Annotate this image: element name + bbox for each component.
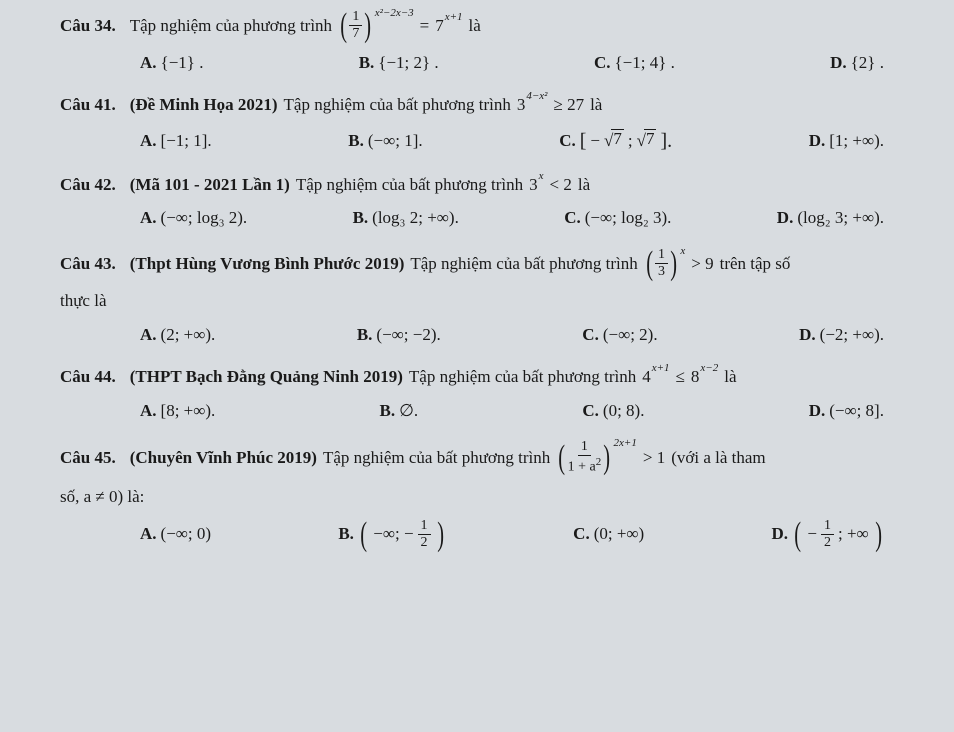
inequality: 3 x [529,173,543,197]
question-label: Câu 45. [60,446,116,470]
stem-text: Tập nghiệm của bất phương trình [410,252,637,276]
question-stem: Câu 44. (THPT Bạch Đằng Quảng Ninh 2019)… [60,365,904,389]
option-d: D.[1; +∞). [809,129,884,153]
option-a: A.(2; +∞). [140,323,215,347]
equation: ( 1 1 + a2 ) 2x+1 [556,440,637,475]
question-label: Câu 43. [60,252,116,276]
rhs: 7 x+1 [435,14,462,38]
question-42: Câu 42. (Mã 101 - 2021 Lần 1) Tập nghiệm… [60,173,904,231]
source: (Mã 101 - 2021 Lần 1) [130,173,290,197]
question-stem: Câu 42. (Mã 101 - 2021 Lần 1) Tập nghiệm… [60,173,904,197]
options: A.(2; +∞). B.(−∞; −2). C.(−∞; 2). D.(−2;… [60,323,904,347]
option-d: D.{2} . [830,51,884,75]
option-d: D.(log₂ 3; +∞). [777,206,884,230]
stem-text: Tập nghiệm của bất phương trình [284,93,511,117]
option-b: B. ( −∞; − 12 ) [338,519,446,550]
question-43: Câu 43. (Thpt Hùng Vương Bình Phước 2019… [60,248,904,347]
options: A.[−1; 1]. B.(−∞; 1]. C. [−7; 7]. D.[1; … [60,127,904,155]
stem-text: Tập nghiệm của bất phương trình [409,365,636,389]
option-a: A.(−∞; log₃ 2). [140,206,247,230]
options: A.{−1} . B.{−1; 2} . C.{−1; 4} . D.{2} . [60,51,904,75]
option-c: C.(−∞; 2). [582,323,657,347]
source: (Đề Minh Họa 2021) [130,93,278,117]
question-41: Câu 41. (Đề Minh Họa 2021) Tập nghiệm củ… [60,93,904,155]
option-b: B.{−1; 2} . [359,51,439,75]
question-label: Câu 34. [60,14,116,38]
stem-text: Tập nghiệm của bất phương trình [323,446,550,470]
option-c: C.(−∞; log₂ 3). [564,206,671,230]
option-a: A.[8; +∞). [140,399,215,423]
option-c: C. [−7; 7]. [559,127,672,155]
option-a: A.(−∞; 0) [140,522,211,546]
question-stem: Câu 34. Tập nghiệm của phương trình ( 17… [60,10,904,41]
option-a: A.{−1} . [140,51,203,75]
source: (Thpt Hùng Vương Bình Phước 2019) [130,252,405,276]
option-c: C.(0; +∞) [573,522,644,546]
rhs: 8 x−2 [691,365,718,389]
stem-text: Tập nghiệm của phương trình [130,14,332,38]
options: A.(−∞; log₃ 2). B.(log₃ 2; +∞). C.(−∞; l… [60,206,904,230]
option-c: C.{−1; 4} . [594,51,675,75]
question-stem: Câu 43. (Thpt Hùng Vương Bình Phước 2019… [60,248,904,279]
source: (Chuyên Vĩnh Phúc 2019) [130,446,317,470]
options: A.(−∞; 0) B. ( −∞; − 12 ) C.(0; +∞) D. (… [60,519,904,550]
equation: ( 13 ) x [644,248,686,279]
option-b: B.(−∞; 1]. [348,129,422,153]
option-c: C.(0; 8). [582,399,644,423]
option-d: D.(−∞; 8]. [809,399,884,423]
option-b: B.(log₃ 2; +∞). [353,206,459,230]
stem-line2: thực là [60,289,904,313]
question-label: Câu 42. [60,173,116,197]
question-stem: Câu 41. (Đề Minh Họa 2021) Tập nghiệm củ… [60,93,904,117]
question-44: Câu 44. (THPT Bạch Đằng Quảng Ninh 2019)… [60,365,904,423]
option-a: A.[−1; 1]. [140,129,212,153]
option-b: B.∅. [380,399,419,423]
stem-line2: số, a ≠ 0) là: [60,485,904,509]
options: A.[8; +∞). B.∅. C.(0; 8). D.(−∞; 8]. [60,399,904,423]
stem-text: Tập nghiệm của bất phương trình [296,173,523,197]
lhs: 4 x+1 [642,365,669,389]
source: (THPT Bạch Đằng Quảng Ninh 2019) [130,365,403,389]
equation: ( 17 ) x²−2x−3 [338,10,414,41]
question-stem: Câu 45. (Chuyên Vĩnh Phúc 2019) Tập nghi… [60,440,904,475]
question-34: Câu 34. Tập nghiệm của phương trình ( 17… [60,10,904,75]
question-label: Câu 44. [60,365,116,389]
inequality: 3 4−x² [517,93,548,117]
option-d: D.(−2; +∞). [799,323,884,347]
question-45: Câu 45. (Chuyên Vĩnh Phúc 2019) Tập nghi… [60,440,904,549]
question-label: Câu 41. [60,93,116,117]
option-b: B.(−∞; −2). [357,323,441,347]
stem-post: là [469,14,481,38]
option-d: D. ( − 12 ; +∞ ) [772,519,884,550]
equals: = [420,14,430,38]
